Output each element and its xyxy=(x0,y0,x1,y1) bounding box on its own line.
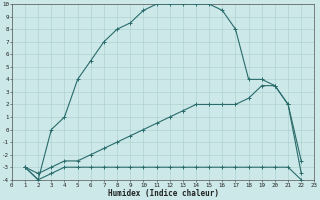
X-axis label: Humidex (Indice chaleur): Humidex (Indice chaleur) xyxy=(108,189,219,198)
